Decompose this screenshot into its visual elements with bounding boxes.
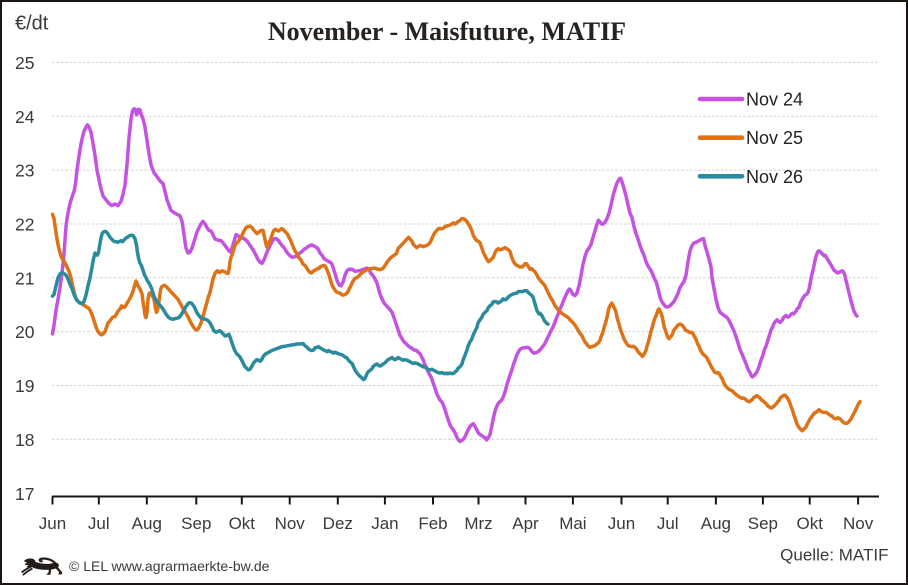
svg-text:22: 22 — [15, 215, 34, 235]
svg-text:Apr: Apr — [512, 514, 539, 533]
svg-text:November - Maisfuture, MATIF: November - Maisfuture, MATIF — [268, 17, 626, 46]
svg-text:Okt: Okt — [796, 514, 823, 533]
svg-text:Jul: Jul — [88, 514, 110, 533]
svg-text:Nov 25: Nov 25 — [746, 128, 803, 148]
svg-text:23: 23 — [15, 161, 34, 181]
svg-text:€/dt: €/dt — [15, 13, 49, 35]
svg-text:20: 20 — [15, 322, 35, 342]
svg-text:Jul: Jul — [657, 514, 679, 533]
svg-text:Sep: Sep — [748, 514, 778, 533]
svg-text:19: 19 — [15, 376, 34, 396]
svg-text:21: 21 — [15, 268, 34, 288]
svg-text:Feb: Feb — [418, 514, 447, 533]
svg-text:Sep: Sep — [181, 514, 211, 533]
svg-text:Jun: Jun — [608, 514, 635, 533]
svg-text:© LEL www.agrarmaerkte-bw.de: © LEL www.agrarmaerkte-bw.de — [69, 558, 270, 574]
svg-text:Jan: Jan — [371, 514, 398, 533]
svg-text:Nov: Nov — [843, 514, 874, 533]
svg-text:Aug: Aug — [701, 514, 731, 533]
svg-text:Mrz: Mrz — [464, 514, 492, 533]
svg-text:Nov: Nov — [275, 514, 306, 533]
svg-text:Aug: Aug — [132, 514, 162, 533]
svg-text:Dez: Dez — [323, 514, 353, 533]
svg-text:Okt: Okt — [229, 514, 256, 533]
svg-text:24: 24 — [15, 107, 35, 127]
svg-text:Nov 26: Nov 26 — [746, 167, 803, 187]
svg-text:Quelle: MATIF: Quelle: MATIF — [780, 546, 888, 565]
svg-text:25: 25 — [15, 53, 34, 73]
svg-text:17: 17 — [15, 484, 34, 504]
svg-text:Nov 24: Nov 24 — [746, 90, 803, 110]
svg-text:18: 18 — [15, 430, 34, 450]
svg-text:Jun: Jun — [39, 514, 66, 533]
svg-text:Mai: Mai — [559, 514, 586, 533]
